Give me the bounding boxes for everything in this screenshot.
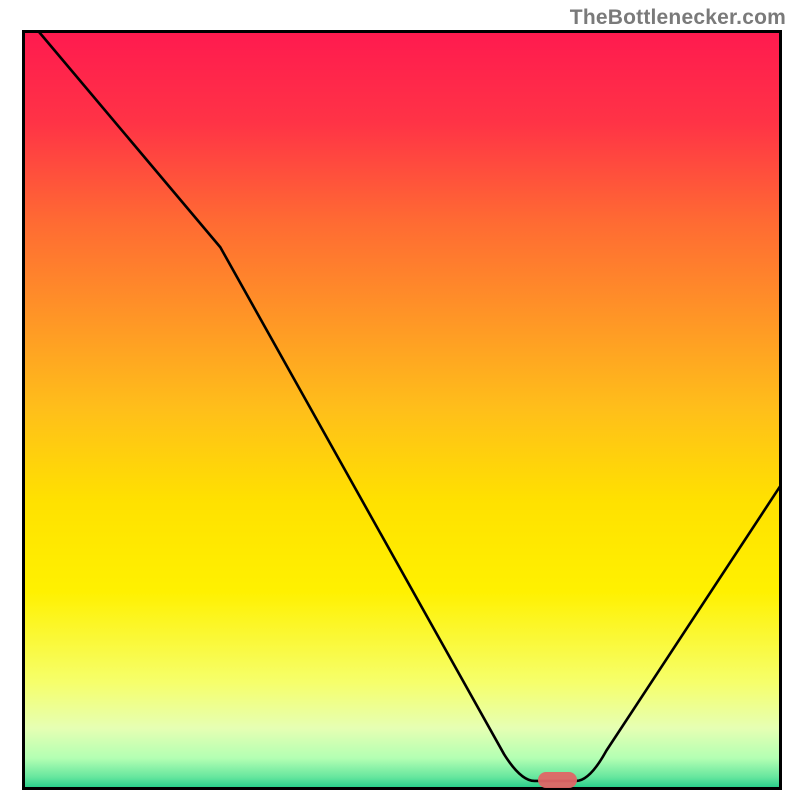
optimal-marker bbox=[538, 772, 577, 789]
watermark-text: TheBottlenecker.com bbox=[570, 6, 786, 30]
chart-background bbox=[24, 32, 781, 789]
plot-area bbox=[22, 30, 782, 790]
chart-svg bbox=[22, 30, 782, 790]
bottleneck-chart: TheBottlenecker.com bbox=[0, 0, 800, 800]
